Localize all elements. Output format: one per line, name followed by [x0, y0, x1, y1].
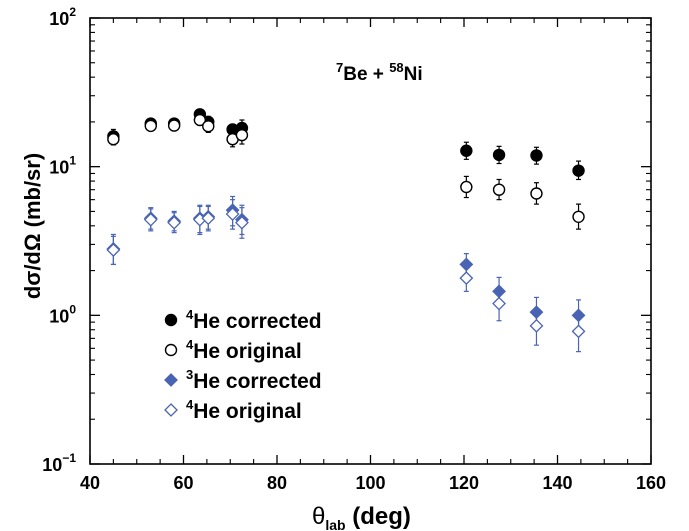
legend-item: 4He original	[164, 337, 302, 363]
data-point	[167, 215, 182, 230]
legend-item: 3He corrected	[164, 367, 322, 393]
y-axis-label: dσ/dΩ (mb/sr)	[20, 153, 45, 299]
legend-label: 3He corrected	[186, 367, 322, 393]
data-point	[572, 164, 585, 177]
data-point	[235, 128, 249, 142]
legend: 4He corrected 4He original 3He corrected 4H…	[164, 307, 322, 423]
legend-marker	[164, 373, 178, 387]
data-point	[571, 324, 586, 339]
data-point	[572, 210, 585, 224]
y-tick-label: 102	[49, 5, 76, 29]
x-tick-label: 80	[267, 473, 287, 493]
data-point	[107, 133, 120, 146]
data-point	[530, 187, 543, 200]
legend-item: 4He original	[164, 397, 302, 423]
y-tick-label: 10−1	[42, 451, 76, 475]
series-1	[107, 108, 585, 181]
data-point	[144, 119, 157, 133]
x-axis-label: θlab (deg)	[312, 503, 411, 531]
x-tick-label: 40	[80, 473, 100, 493]
legend-label: 4He corrected	[186, 307, 322, 333]
legend-marker	[164, 313, 178, 327]
y-tick-label: 101	[49, 154, 76, 178]
x-tick-label: 160	[636, 473, 666, 493]
x-tick-label: 100	[355, 473, 385, 493]
data-point	[143, 212, 158, 227]
data-point	[202, 120, 215, 133]
data-point	[106, 243, 121, 257]
data-point	[235, 215, 249, 230]
data-point	[460, 144, 473, 157]
legend-marker	[164, 403, 178, 417]
data-point	[530, 149, 543, 162]
data-point	[492, 183, 506, 196]
annotation-text: 7Be + 58Ni	[336, 60, 423, 85]
data-point	[167, 119, 181, 132]
series-2	[107, 113, 585, 230]
legend-label: 4He original	[186, 397, 302, 423]
data-point	[201, 211, 216, 226]
data-point	[459, 271, 474, 286]
series-3	[106, 195, 586, 332]
data-point	[460, 180, 473, 194]
legend-item: 4He corrected	[164, 307, 322, 333]
data-point	[529, 318, 544, 333]
x-tick-label: 60	[173, 473, 193, 493]
data-point	[193, 113, 207, 127]
y-tick-label: 100	[49, 302, 76, 326]
legend-marker	[164, 343, 178, 357]
x-tick-label: 120	[449, 473, 479, 493]
data-point	[492, 296, 506, 311]
data-point	[492, 148, 506, 162]
data-point	[225, 207, 240, 221]
series-4	[106, 199, 586, 353]
x-tick-label: 140	[542, 473, 572, 493]
legend-label: 4He original	[186, 337, 302, 363]
